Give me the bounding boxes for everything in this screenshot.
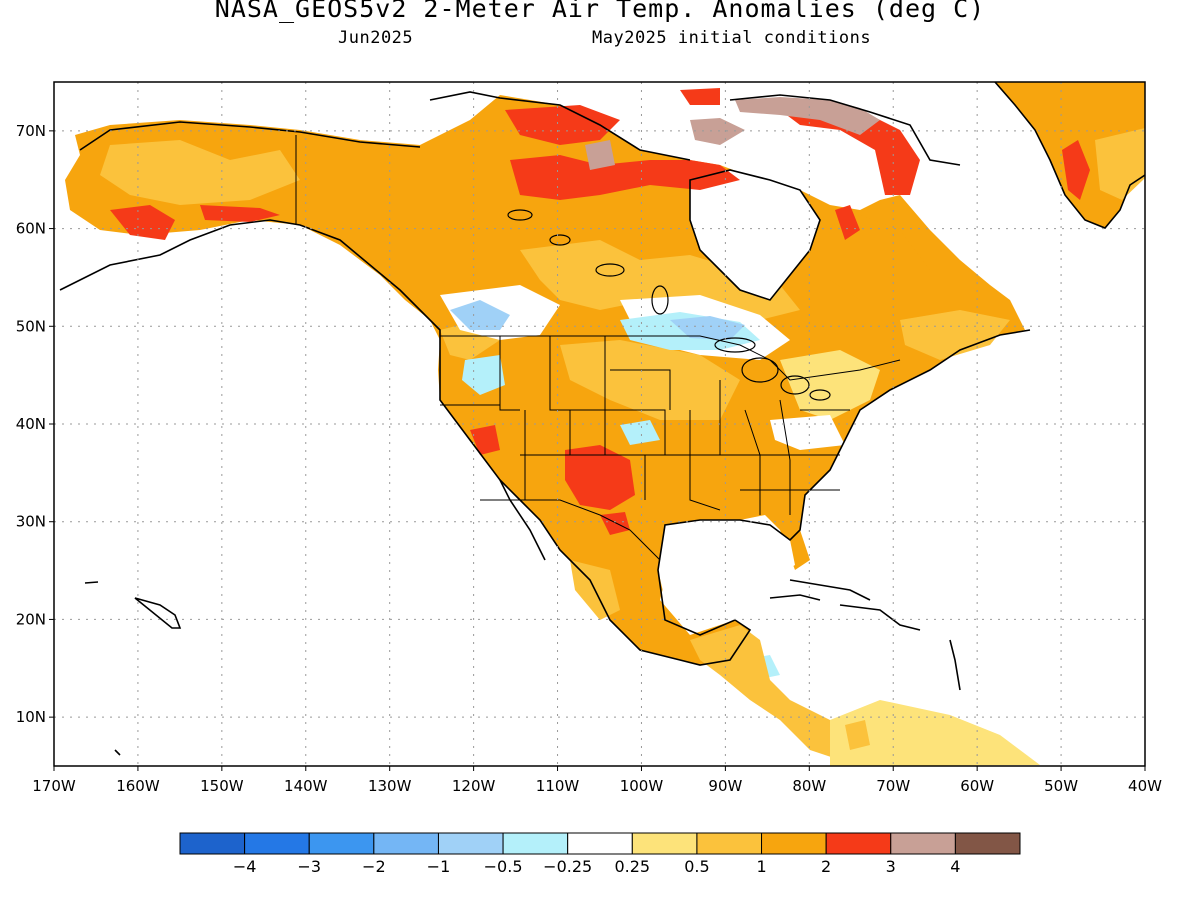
extreme-arctic-3: [690, 118, 745, 145]
lat-tick-label: 30N: [16, 513, 46, 531]
warm-arctic-1: [505, 105, 620, 145]
cool-anomaly-core: [670, 316, 745, 340]
lon-tick-label: 60W: [960, 777, 994, 795]
colorbar-bin: [567, 832, 633, 855]
warm-alaska-s: [200, 205, 280, 222]
lon-tick-label: 140W: [284, 777, 328, 795]
colorbar-bin: [954, 832, 1021, 855]
colorbar-bin: [308, 832, 375, 855]
colorbar-bin: [244, 832, 310, 855]
east-pale: [780, 350, 880, 420]
colorbar-label: 1: [756, 857, 766, 876]
colorbar-bin: [502, 832, 569, 855]
lon-tick-label: 40W: [1128, 777, 1162, 795]
south-america-orange: [845, 720, 870, 750]
anomaly-field: [59, 82, 1145, 766]
lat-tick-label: 40N: [16, 415, 46, 433]
lon-tick-label: 170W: [32, 777, 76, 795]
lat-tick-label: 60N: [16, 220, 46, 238]
lat-tick-label: 20N: [16, 610, 46, 628]
lakes: [507, 209, 831, 401]
colorbar-label: −0.5: [484, 857, 523, 876]
neutral-midatlantic: [770, 415, 845, 450]
lat-tick-label: 70N: [16, 122, 46, 140]
warm-nevada: [470, 425, 500, 455]
lon-tick-label: 110W: [536, 777, 580, 795]
lon-tick-label: 50W: [1044, 777, 1078, 795]
colorbar-label: 2: [821, 857, 831, 876]
forecast-month: Jun2025: [338, 28, 414, 48]
colorbar-label: 3: [886, 857, 896, 876]
colorbar-label: −1: [427, 857, 451, 876]
colorbar-bin: [890, 832, 956, 855]
warm-arctic-3: [680, 88, 720, 105]
colorbar-label: 0.5: [684, 857, 709, 876]
warm-baffin: [780, 105, 920, 195]
warm-texas: [600, 512, 630, 535]
colorbar-bin: [696, 832, 763, 855]
colorbar-bin: [437, 832, 504, 855]
maritimes-light: [900, 310, 1010, 360]
canada-light: [520, 240, 800, 320]
colorbar-bin: [825, 832, 892, 855]
alaska-light: [100, 140, 300, 205]
lon-tick-label: 130W: [368, 777, 412, 795]
warm-labrador: [835, 205, 860, 240]
colorbar-bin: [631, 832, 698, 855]
coastlines: [59, 82, 1145, 756]
lon-tick-label: 100W: [620, 777, 664, 795]
colorbar-label: −0.25: [543, 857, 592, 876]
cool-anomaly-kansas: [620, 420, 660, 445]
colorbar-bin: [373, 832, 439, 855]
extreme-arctic-2: [585, 140, 615, 170]
hudson-bay: [690, 170, 820, 300]
lon-tick-label: 80W: [792, 777, 826, 795]
greenland-red: [1062, 140, 1090, 200]
colorbar-label: −4: [233, 857, 257, 876]
latitude-axis: 10N 20N 30N 40N 50N 60N 70N: [16, 122, 54, 726]
warm-alaska-sw: [110, 205, 175, 240]
lon-tick-label: 90W: [708, 777, 742, 795]
map-title: NASA_GEOS5v2 2-Meter Air Temp. Anomalies…: [214, 0, 986, 23]
initial-conditions: May2025 initial conditions: [592, 28, 872, 48]
colorbar: −4 −3 −2 −1 −0.5 −0.25 0.25 0.5 1 2 3 4: [179, 832, 1021, 876]
warm-arctic-2: [510, 155, 740, 200]
lon-tick-label: 70W: [876, 777, 910, 795]
colorbar-label: −2: [362, 857, 386, 876]
lat-tick-label: 10N: [16, 708, 46, 726]
colorbar-label: 4: [950, 857, 960, 876]
colorbar-label: 0.25: [614, 857, 650, 876]
lon-tick-label: 120W: [452, 777, 496, 795]
greenland-lighter: [1095, 128, 1145, 200]
colorbar-label: −3: [297, 857, 321, 876]
longitude-axis: 170W 160W 150W 140W 130W 120W 110W 100W 90W 80W 70…: [32, 766, 1162, 795]
colorbar-bin: [179, 832, 246, 855]
colorbar-bin: [761, 832, 827, 855]
lat-tick-label: 50N: [16, 317, 46, 335]
extreme-arctic-1: [735, 97, 880, 135]
warm-new-mexico: [565, 445, 635, 510]
gridlines: [54, 82, 1145, 766]
lon-tick-label: 150W: [200, 777, 244, 795]
gulf-of-mexico: [658, 520, 795, 620]
lon-tick-label: 160W: [116, 777, 160, 795]
south-america-anomaly: [830, 700, 1040, 766]
cool-anomaly-bc: [450, 300, 510, 330]
cool-anomaly-oregon: [462, 355, 505, 395]
